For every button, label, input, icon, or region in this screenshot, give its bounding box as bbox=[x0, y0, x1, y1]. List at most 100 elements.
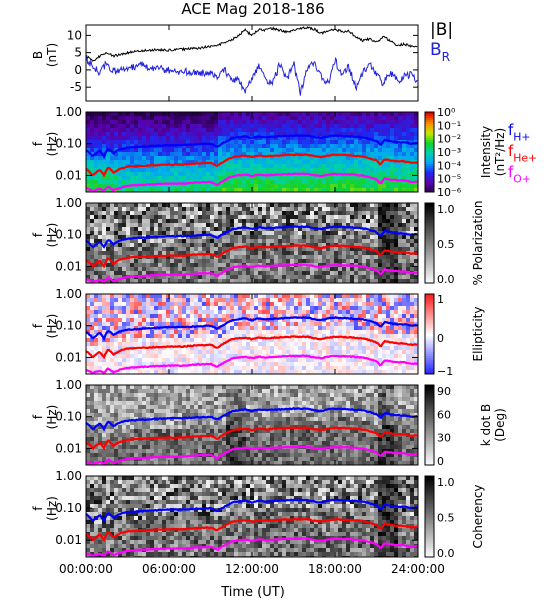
spectrogram-cell bbox=[366, 350, 370, 354]
colorbar-swatch bbox=[425, 205, 434, 207]
spectrogram-cell bbox=[314, 124, 318, 128]
spectrogram-cell bbox=[342, 116, 346, 120]
spectrogram-cell bbox=[154, 140, 158, 144]
spectrogram-cell bbox=[366, 235, 370, 239]
spectrogram-cell bbox=[246, 350, 250, 354]
spectrogram-cell bbox=[398, 259, 402, 263]
spectrogram-cell bbox=[254, 310, 258, 314]
spectrogram-cell bbox=[202, 184, 206, 188]
spectrogram-cell bbox=[398, 275, 402, 279]
spectrogram-cell bbox=[290, 144, 294, 148]
spectrogram-cell bbox=[182, 310, 186, 314]
spectrogram-cell bbox=[262, 322, 266, 326]
spectrogram-cell bbox=[94, 227, 98, 231]
spectrogram-cell bbox=[346, 350, 350, 354]
spectrogram-cell bbox=[98, 211, 102, 215]
spectrogram-cell bbox=[130, 215, 134, 219]
spectrogram-cell bbox=[286, 176, 290, 180]
spectrogram-cell bbox=[146, 263, 150, 267]
spectrogram-cell bbox=[134, 354, 138, 358]
spectrogram-cell bbox=[150, 223, 154, 227]
spectrogram-cell bbox=[114, 294, 118, 298]
spectrogram-cell bbox=[202, 358, 206, 362]
spectrogram-cell bbox=[278, 342, 282, 346]
spectrogram-cell bbox=[326, 168, 330, 172]
spectrogram-cell bbox=[322, 294, 326, 298]
spectrogram-cell bbox=[94, 211, 98, 215]
spectrogram-cell bbox=[246, 342, 250, 346]
spectrogram-cell bbox=[342, 128, 346, 132]
spectrogram-cell bbox=[334, 267, 338, 271]
spectrogram-cell bbox=[282, 338, 286, 342]
spectrogram-cell bbox=[350, 160, 354, 164]
spectrogram-cell bbox=[150, 354, 154, 358]
spectrogram-cell bbox=[174, 298, 178, 302]
spectrogram-cell bbox=[306, 338, 310, 342]
spectrogram-cell bbox=[310, 128, 314, 132]
colorbar-swatch bbox=[425, 269, 434, 271]
spectrogram-cell bbox=[330, 247, 334, 251]
spectrogram-cell bbox=[214, 136, 218, 140]
spectrogram-cell bbox=[274, 144, 278, 148]
spectrogram-cell bbox=[366, 211, 370, 215]
spectrogram-cell bbox=[274, 120, 278, 124]
spectrogram-cell bbox=[178, 231, 182, 235]
spectrogram-cell bbox=[250, 160, 254, 164]
colorbar-swatch bbox=[425, 166, 434, 168]
spectrogram-cell bbox=[290, 346, 294, 350]
spectrogram-cell bbox=[330, 271, 334, 275]
spectrogram-cell bbox=[142, 219, 146, 223]
spectrogram-cell bbox=[218, 223, 222, 227]
spectrogram-cell bbox=[302, 362, 306, 366]
spectrogram-cell bbox=[330, 116, 334, 120]
spectrogram-cell bbox=[226, 203, 230, 207]
spectrogram-cell bbox=[206, 136, 210, 140]
spectrogram-cell bbox=[138, 243, 142, 247]
spectrogram-cell bbox=[326, 271, 330, 275]
spectrogram-cell bbox=[174, 239, 178, 243]
spectrogram-cell bbox=[286, 326, 290, 330]
spectrogram-cell bbox=[170, 358, 174, 362]
spectrogram-cell bbox=[334, 148, 338, 152]
spectrogram-cell bbox=[326, 144, 330, 148]
spectrogram-cell bbox=[354, 255, 358, 259]
spectrogram-cell bbox=[330, 322, 334, 326]
spectrogram-cell bbox=[194, 132, 198, 136]
spectrogram-cell bbox=[138, 120, 142, 124]
spectrogram-cell bbox=[386, 219, 390, 223]
spectrogram-cell bbox=[322, 362, 326, 366]
spectrogram-cell bbox=[186, 314, 190, 318]
spectrogram-cell bbox=[166, 231, 170, 235]
spectrogram-cell bbox=[310, 362, 314, 366]
spectrogram-cell bbox=[222, 148, 226, 152]
spectrogram-cell bbox=[306, 310, 310, 314]
spectrogram-cell bbox=[106, 176, 110, 180]
spectrogram-cell bbox=[406, 148, 410, 152]
spectrogram-cell bbox=[210, 184, 214, 188]
spectrogram-cell bbox=[278, 128, 282, 132]
spectrogram-cell bbox=[218, 132, 222, 136]
spectrogram-cell bbox=[354, 271, 358, 275]
spectrogram-cell bbox=[242, 298, 246, 302]
spectrogram-cell bbox=[330, 350, 334, 354]
spectrogram-cell bbox=[106, 306, 110, 310]
spectrogram-cell bbox=[94, 231, 98, 235]
spectrogram-cell bbox=[274, 251, 278, 255]
spectrogram-cell bbox=[114, 120, 118, 124]
spectrogram-cell bbox=[106, 160, 110, 164]
spectrogram-cell bbox=[366, 152, 370, 156]
spectrogram-cell bbox=[406, 243, 410, 247]
spectrogram-cell bbox=[318, 275, 322, 279]
spectrogram-cell bbox=[366, 164, 370, 168]
spectrogram-cell bbox=[150, 215, 154, 219]
spectrogram-cell bbox=[130, 310, 134, 314]
spectrogram-cell bbox=[410, 132, 414, 136]
spectrogram-cell bbox=[390, 211, 394, 215]
spectrogram-cell bbox=[394, 132, 398, 136]
spectrogram-cell bbox=[254, 231, 258, 235]
spectrogram-cell bbox=[262, 112, 266, 116]
spectrogram-cell bbox=[210, 259, 214, 263]
spectrogram-cell bbox=[378, 243, 382, 247]
spectrogram-cell bbox=[358, 124, 362, 128]
spectrogram-cell bbox=[394, 156, 398, 160]
